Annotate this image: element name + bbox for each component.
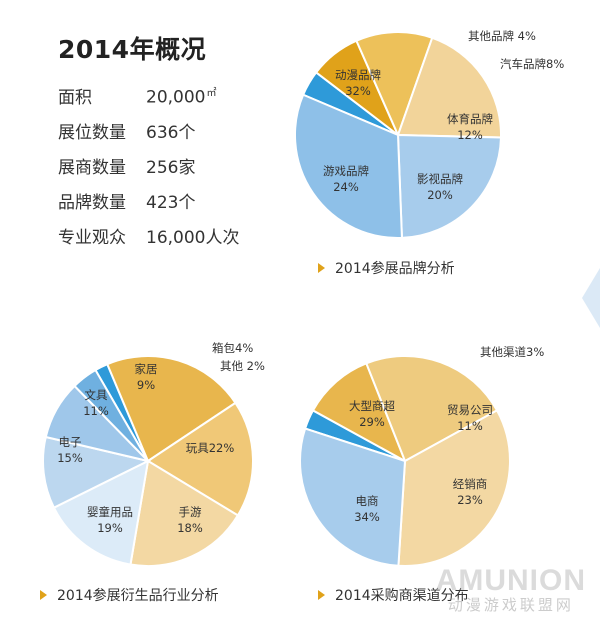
pie-slice [396, 133, 502, 239]
watermark: AMUNION 动漫游戏联盟网 [436, 564, 586, 615]
chart-caption-derivatives: 2014参展衍生品行业分析 [40, 585, 219, 605]
chart-title: 2014参展品牌分析 [335, 261, 455, 277]
pie-slice-label: 婴童用品 19% [87, 505, 133, 535]
caption-triangle-icon [318, 590, 325, 600]
pie-slice-label: 经销商 23% [453, 477, 488, 507]
pie-slice-label: 文具 11% [83, 388, 109, 418]
pie-chart-1: 其他 2% 玩具22% 手游 18% 婴童用品 19% 电子 15%文具 11% 家居 9% 箱包4% [41, 341, 265, 567]
overview-panel: 2014年概况 面积 20,000㎡ 展位数量 636个 展商数量 256家 品… [55, 30, 239, 253]
stat-label: 展商数量 [58, 158, 126, 178]
stat-unit: ㎡ [206, 87, 217, 99]
pie-slice-label: 其他渠道3% [480, 345, 544, 359]
pie-slice [52, 459, 150, 566]
pie-slice [106, 354, 237, 463]
pie-slice [73, 368, 149, 462]
pie-slice-label: 大型商超 29% [349, 399, 395, 429]
stat-value: 423个 [146, 193, 196, 213]
decorative-arrow-shape [582, 268, 600, 328]
stat-value: 256家 [146, 158, 196, 178]
stat-row-booths: 展位数量 636个 [55, 113, 239, 148]
caption-triangle-icon [40, 590, 47, 600]
pie-slice [146, 401, 254, 517]
pie-chart-2: 其他渠道3% 贸易公司 11% 经销商 23% 电商 34% 大型商超 29% [299, 345, 544, 567]
pie-slice-label: 体育品牌 12% [447, 112, 493, 142]
pie-chart-0: 其他品牌 4% 汽车品牌8% 体育品牌 12% 影视品牌 20% 游戏品牌 24% 动漫品牌 32… [294, 29, 564, 239]
pie-slice [299, 427, 407, 567]
chart-title: 2014参展衍生品行业分析 [57, 588, 219, 604]
stat-row-visitors: 专业观众 16,000人次 [55, 218, 239, 253]
caption-triangle-icon [318, 263, 325, 273]
pie-slice-label: 电商 34% [354, 494, 380, 524]
watermark-subtitle: 动漫游戏联盟网 [447, 596, 574, 614]
pie-slice-label: 箱包4% [212, 341, 253, 355]
stat-label: 展位数量 [58, 123, 126, 143]
pie-slice-label: 动漫品牌 32% [335, 68, 381, 98]
pie-slice [129, 459, 240, 567]
pie-slice-label: 玩具22% [186, 441, 235, 455]
pie-slice [41, 435, 151, 510]
pie-slice-label: 游戏品牌 24% [323, 164, 369, 194]
stat-label: 品牌数量 [58, 193, 126, 213]
stat-value: 20,000㎡ [146, 84, 217, 108]
watermark-brand: AMUNION [435, 564, 586, 597]
stat-row-exhibitors: 展商数量 256家 [55, 148, 239, 183]
pie-slice-label: 贸易公司 11% [447, 403, 493, 433]
pie-slice [365, 355, 499, 463]
pie-slice-label: 其他品牌 4% [468, 29, 536, 43]
pie-slice [355, 31, 434, 138]
stat-number: 20,000 [146, 87, 206, 108]
stat-label: 专业观众 [58, 228, 126, 248]
pie-slice-label: 影视品牌 20% [417, 172, 463, 202]
stat-row-brands: 品牌数量 423个 [55, 183, 239, 218]
pie-slice-label: 家居 9% [135, 362, 158, 392]
pie-slice [294, 93, 403, 239]
pie-slice-label: 手游 18% [177, 505, 203, 535]
pie-slice-label: 其他 2% [220, 359, 265, 373]
pie-slice [396, 36, 502, 139]
pie-slice-label: 电子 15% [57, 435, 83, 465]
chart-caption-brands: 2014参展品牌分析 [318, 258, 455, 278]
stat-row-area: 面积 20,000㎡ [55, 78, 239, 113]
stat-value: 636个 [146, 123, 196, 143]
stat-value: 16,000人次 [146, 228, 240, 248]
chart-title: 2014采购商渠道分布 [335, 588, 469, 604]
pie-slice [311, 362, 407, 464]
overview-title: 2014年概况 [58, 35, 207, 64]
pie-slice-label: 汽车品牌8% [500, 57, 564, 71]
chart-caption-channels: 2014采购商渠道分布 [318, 585, 469, 605]
stat-label: 面积 [58, 88, 92, 108]
pie-slice [397, 409, 511, 567]
